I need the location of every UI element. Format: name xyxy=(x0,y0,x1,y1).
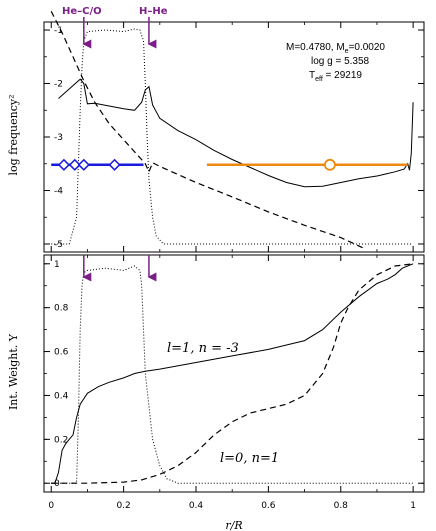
label-l0-n1: l=0, n=1 xyxy=(220,451,279,466)
bottom-ytick-label: 0.2 xyxy=(54,435,68,445)
bottom-ylabel: Int. Weight. Y xyxy=(7,333,20,410)
top-ylabel: log frequency² xyxy=(7,94,20,175)
xtick-label: 1 xyxy=(410,501,416,511)
diamond-marker xyxy=(68,158,81,171)
info-teff-line: Teff = 29219 xyxy=(309,70,362,83)
top-series-solid xyxy=(58,78,414,188)
info-mass-line: M=0.4780, Me=0.0020 xyxy=(286,42,385,55)
top-ytick-label: -2 xyxy=(54,80,63,90)
bottom-ytick-label: 0 xyxy=(54,479,60,489)
xtick-label: 0.8 xyxy=(334,501,349,511)
xtick-label: 0.6 xyxy=(261,501,276,511)
circle-marker xyxy=(324,158,336,171)
label-l1-n-3: l=1, n = -3 xyxy=(167,341,239,356)
diamond-marker xyxy=(57,158,70,171)
info-logg-line: log g = 5.358 xyxy=(311,56,370,67)
xtick-label: 0 xyxy=(48,501,54,511)
bottom-series-dotted xyxy=(51,265,414,484)
marker-label-he-co: He–C/O xyxy=(62,6,102,17)
bottom-ytick-label: 0.6 xyxy=(54,348,69,358)
bottom-ytick-label: 0.4 xyxy=(54,391,69,401)
top-ytick-label: -4 xyxy=(54,186,63,196)
xlabel: r/R xyxy=(225,519,242,531)
top-series-dotted xyxy=(51,28,414,245)
bottom-ytick-label: 0.8 xyxy=(54,304,69,314)
diamond-marker xyxy=(108,158,121,171)
bottom-panel: 0 0.2 0.4 0.6 0.8 1 0 0.2 0.4 0.6 0.8 1 xyxy=(44,255,424,511)
top-ytick-label: -1 xyxy=(54,26,63,36)
top-panel: -1 -2 -3 -4 -5 xyxy=(44,11,424,252)
xtick-label: 0.2 xyxy=(116,501,130,511)
bottom-ytick-label: 1 xyxy=(54,260,60,270)
marker-label-h-he: H–He xyxy=(139,6,168,17)
xtick-label: 0.4 xyxy=(189,501,204,511)
top-ytick-label: -5 xyxy=(54,240,63,250)
diamond-marker xyxy=(77,158,90,171)
top-ytick-label: -3 xyxy=(54,133,63,143)
